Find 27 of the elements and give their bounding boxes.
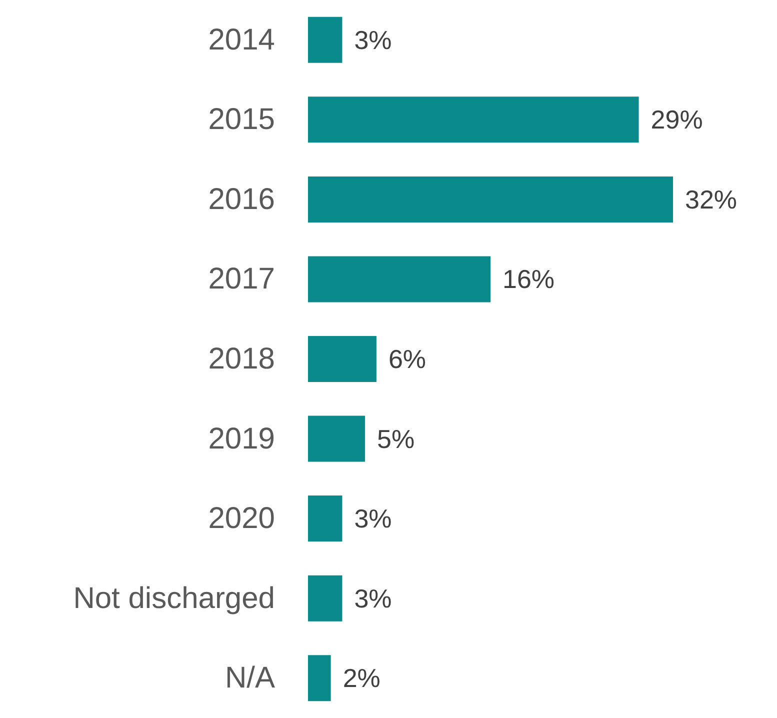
y-tick-label: 2019: [208, 422, 275, 456]
y-tick-label: Not discharged: [73, 582, 275, 615]
data-label: 5%: [377, 424, 415, 454]
y-tick-label: 2018: [208, 342, 275, 376]
data-label: 3%: [354, 583, 392, 614]
data-label: 16%: [502, 264, 555, 294]
bar: [308, 176, 673, 222]
bar: [308, 655, 331, 702]
bar: [308, 16, 342, 63]
data-label: 32%: [685, 184, 738, 214]
y-tick-label: 2017: [208, 262, 275, 296]
y-tick-label: 2016: [208, 182, 275, 216]
data-label: 3%: [354, 24, 392, 55]
y-tick-label: 2014: [208, 23, 275, 56]
y-tick-label: 2020: [208, 502, 275, 536]
bar: [308, 575, 342, 622]
data-label: 29%: [650, 104, 703, 135]
bar: [308, 336, 376, 382]
bar: [308, 416, 366, 462]
bar: [308, 96, 639, 143]
bar: [308, 256, 490, 302]
data-label: 6%: [388, 344, 426, 374]
data-label: 3%: [354, 504, 392, 534]
bar: [308, 496, 342, 542]
y-tick-label: 2015: [208, 103, 275, 136]
data-label: 2%: [342, 663, 380, 694]
y-tick-label: N/A: [224, 662, 275, 695]
